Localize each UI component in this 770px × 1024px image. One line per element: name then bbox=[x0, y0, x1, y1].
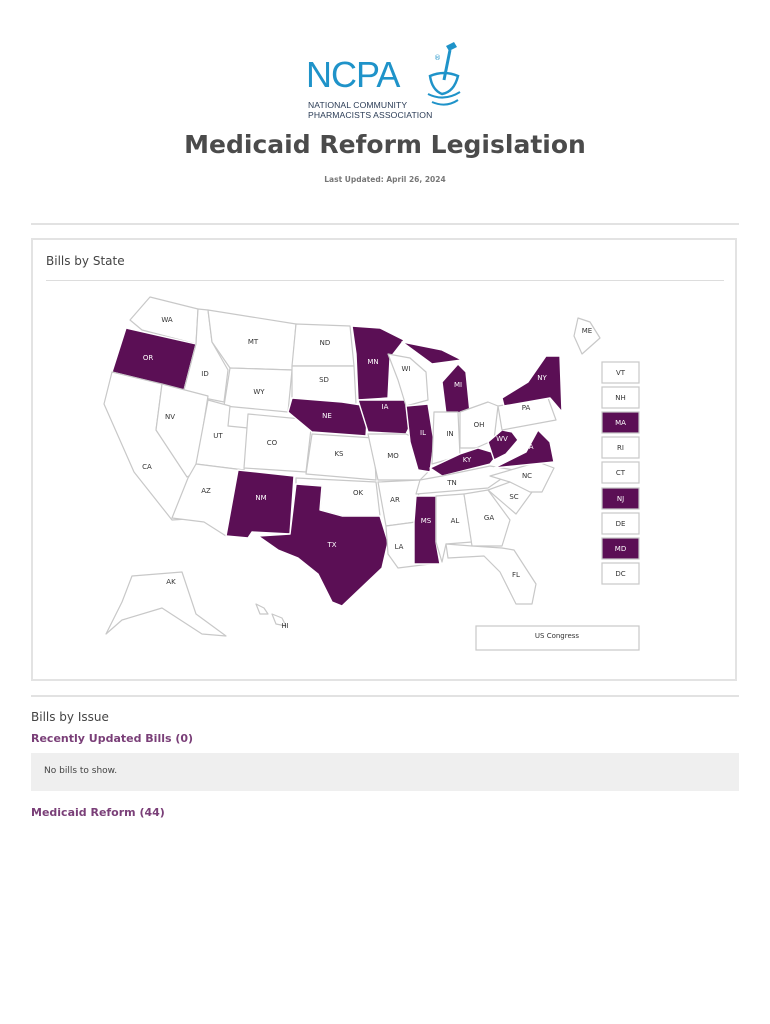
ncpa-logo: NCPA ® NATIONAL COMMUNITY PHARMACISTS AS… bbox=[304, 42, 469, 122]
state-label-mn: MN bbox=[367, 358, 378, 366]
state-tx[interactable] bbox=[257, 483, 389, 607]
state-label-ak: AK bbox=[166, 578, 176, 586]
state-label-mi: MI bbox=[454, 381, 462, 389]
state-wa[interactable] bbox=[129, 296, 199, 345]
page-title: Medicaid Reform Legislation bbox=[184, 130, 586, 159]
state-label-sd: SD bbox=[319, 376, 329, 384]
state-label-wi: WI bbox=[402, 365, 411, 373]
state-box-label-dc: DC bbox=[615, 570, 625, 578]
state-box-ri[interactable] bbox=[601, 436, 640, 459]
state-label-la: LA bbox=[395, 543, 404, 551]
state-box-nj[interactable] bbox=[601, 487, 640, 510]
state-label-ks: KS bbox=[334, 450, 344, 458]
state-label-tx: TX bbox=[326, 541, 336, 549]
state-va[interactable] bbox=[493, 429, 555, 469]
state-label-hi: HI bbox=[281, 622, 288, 630]
state-label-sc: SC bbox=[509, 493, 518, 501]
state-label-nc: NC bbox=[522, 472, 532, 480]
state-ne[interactable] bbox=[287, 397, 369, 437]
empty-message: No bills to show. bbox=[44, 766, 118, 776]
state-label-ga: GA bbox=[484, 514, 494, 522]
state-mn[interactable] bbox=[351, 325, 405, 401]
state-label-wy: WY bbox=[253, 388, 265, 396]
state-label-ny: NY bbox=[537, 374, 547, 382]
state-label-pa: PA bbox=[522, 404, 531, 412]
state-ny[interactable] bbox=[501, 355, 563, 413]
us-congress-label: US Congress bbox=[535, 632, 580, 640]
state-label-al: AL bbox=[451, 517, 460, 525]
state-label-tn: TN bbox=[446, 479, 457, 487]
state-hi[interactable] bbox=[255, 603, 287, 627]
state-box-md[interactable] bbox=[601, 537, 640, 560]
state-me[interactable] bbox=[573, 317, 601, 355]
state-box-label-ct: CT bbox=[616, 469, 626, 477]
state-mi[interactable] bbox=[401, 341, 471, 415]
state-label-nd: ND bbox=[320, 339, 331, 347]
state-il[interactable] bbox=[405, 403, 435, 473]
panel-divider bbox=[46, 280, 724, 281]
state-wi[interactable] bbox=[387, 353, 429, 407]
state-label-nm: NM bbox=[255, 494, 266, 502]
logo-wordmark: NCPA bbox=[306, 54, 400, 95]
medicaid-reform-link[interactable]: Medicaid Reform (44) bbox=[31, 806, 165, 819]
state-box-label-nh: NH bbox=[615, 394, 626, 402]
state-label-il: IL bbox=[420, 429, 426, 437]
state-ga[interactable] bbox=[463, 489, 511, 547]
last-updated: Last Updated: April 26, 2024 bbox=[324, 175, 446, 184]
state-label-wa: WA bbox=[161, 316, 173, 324]
divider bbox=[31, 223, 739, 225]
state-box-label-md: MD bbox=[615, 545, 626, 553]
bills-by-state-panel: Bills by State WA OR CA ID NV MT WY UT AZ CO NM ND S… bbox=[31, 238, 737, 681]
logo-registered: ® bbox=[434, 54, 441, 62]
state-box-label-de: DE bbox=[616, 520, 626, 528]
state-label-ut: UT bbox=[213, 432, 223, 440]
state-label-mt: MT bbox=[248, 338, 259, 346]
state-label-co: CO bbox=[267, 439, 278, 447]
state-label-oh: OH bbox=[474, 421, 485, 429]
state-box-vt[interactable] bbox=[601, 361, 640, 384]
state-ks[interactable] bbox=[305, 433, 377, 481]
state-label-ne: NE bbox=[322, 412, 332, 420]
state-box-dc[interactable] bbox=[601, 562, 640, 585]
state-box-ct[interactable] bbox=[601, 461, 640, 484]
panel-title: Bills by State bbox=[46, 254, 125, 268]
divider bbox=[31, 695, 739, 697]
logo-line-1: NATIONAL COMMUNITY bbox=[308, 100, 408, 110]
state-label-ar: AR bbox=[390, 496, 400, 504]
state-box-label-ma: MA bbox=[615, 419, 626, 427]
state-label-ms: MS bbox=[421, 517, 432, 525]
state-box-nh[interactable] bbox=[601, 386, 640, 409]
us-map: WA OR CA ID NV MT WY UT AZ CO NM ND SD NE KS OK TX MN IA MO… bbox=[103, 296, 640, 651]
state-box-label-ri: RI bbox=[617, 444, 624, 452]
state-label-fl: FL bbox=[512, 571, 520, 579]
bills-by-issue-heading: Bills by Issue bbox=[31, 710, 109, 724]
state-label-ok: OK bbox=[353, 489, 364, 497]
state-label-ky: KY bbox=[463, 456, 472, 464]
state-label-mo: MO bbox=[387, 452, 399, 460]
state-label-ca: CA bbox=[142, 463, 152, 471]
state-box-label-nj: NJ bbox=[617, 495, 624, 503]
state-label-wv: WV bbox=[496, 435, 508, 443]
logo-line-2: PHARMACISTS ASSOCIATION bbox=[308, 110, 433, 120]
state-box-label-vt: VT bbox=[616, 369, 626, 377]
recently-updated-bills-link[interactable]: Recently Updated Bills (0) bbox=[31, 732, 194, 745]
state-fl[interactable] bbox=[445, 543, 537, 605]
state-label-id: ID bbox=[201, 370, 208, 378]
state-box-ma[interactable] bbox=[601, 411, 640, 434]
state-label-ia: IA bbox=[382, 403, 389, 411]
state-label-va: VA bbox=[524, 443, 533, 451]
us-congress-button[interactable] bbox=[475, 625, 640, 651]
state-label-in: IN bbox=[446, 430, 453, 438]
state-label-me: ME bbox=[582, 327, 592, 335]
state-label-or: OR bbox=[143, 354, 154, 362]
mortar-pestle-icon bbox=[427, 42, 461, 106]
state-label-nv: NV bbox=[165, 413, 175, 421]
state-box-de[interactable] bbox=[601, 512, 640, 535]
state-nm[interactable] bbox=[225, 469, 295, 539]
empty-bills-box: No bills to show. bbox=[31, 753, 739, 791]
state-ak[interactable] bbox=[105, 571, 227, 637]
state-label-az: AZ bbox=[201, 487, 211, 495]
